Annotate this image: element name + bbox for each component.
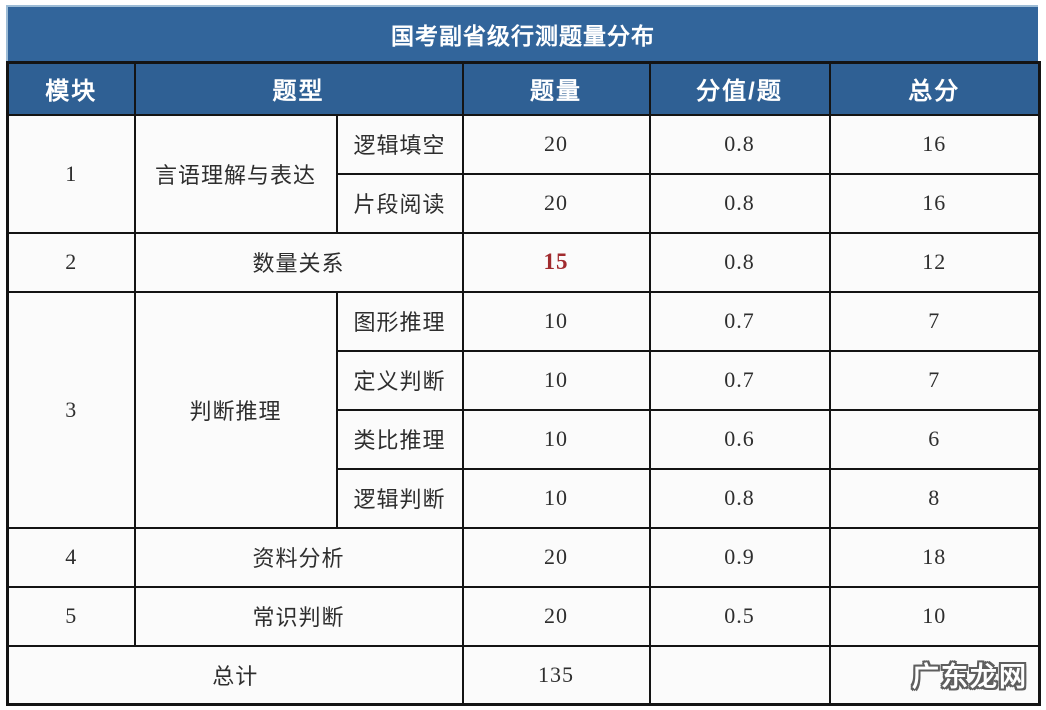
col-header-quantity: 题量 bbox=[461, 61, 651, 116]
cell-module: 4 bbox=[6, 526, 136, 588]
cell-quantity: 10 bbox=[461, 349, 651, 411]
cell-question-type: 常识判断 bbox=[133, 585, 464, 647]
table-row: 2 数量关系 15 0.8 12 bbox=[6, 231, 1041, 293]
col-header-value-per-question: 分值/题 bbox=[648, 61, 831, 116]
col-header-total-score: 总分 bbox=[828, 61, 1041, 116]
cell-value-per-question: 0.9 bbox=[648, 526, 831, 588]
total-row: 总计 135 广东龙网 bbox=[6, 644, 1041, 706]
cell-value-per-question: 0.8 bbox=[648, 113, 831, 175]
cell-total-quantity: 135 bbox=[461, 644, 651, 706]
cell-subtype: 图形推理 bbox=[335, 290, 464, 352]
cell-quantity: 20 bbox=[461, 526, 651, 588]
cell-total-value-per-question bbox=[648, 644, 831, 706]
cell-quantity: 10 bbox=[461, 290, 651, 352]
cell-value-per-question: 0.8 bbox=[648, 231, 831, 293]
cell-total-label: 总计 bbox=[6, 644, 464, 706]
cell-module: 2 bbox=[6, 231, 136, 293]
cell-value-per-question: 0.5 bbox=[648, 585, 831, 647]
table-row: 类比推理 10 0.6 6 bbox=[8, 408, 1041, 470]
cell-question-type: 数量关系 bbox=[133, 231, 464, 293]
cell-total-score-with-watermark: 广东龙网 bbox=[828, 644, 1041, 706]
table-row: 定义判断 10 0.7 7 bbox=[8, 349, 1041, 411]
col-header-module: 模块 bbox=[6, 61, 136, 116]
table-row: 5 常识判断 20 0.5 10 bbox=[6, 585, 1041, 647]
cell-subtype: 片段阅读 bbox=[335, 172, 464, 234]
cell-quantity-highlighted: 15 bbox=[461, 231, 651, 293]
cell-value-per-question: 0.8 bbox=[648, 172, 831, 234]
cell-total-score: 16 bbox=[828, 113, 1041, 175]
cell-subtype: 类比推理 bbox=[335, 408, 464, 470]
cell-total-score: 12 bbox=[828, 231, 1041, 293]
cell-total-score: 8 bbox=[828, 467, 1041, 529]
cell-module: 1 bbox=[6, 113, 136, 234]
table-row: 3 判断推理 图形推理 10 0.7 7 bbox=[6, 290, 1041, 529]
table-row: 1 言语理解与表达 逻辑填空 20 0.8 16 bbox=[6, 113, 1041, 234]
table-row: 逻辑判断 10 0.8 8 bbox=[8, 467, 1041, 529]
cell-question-type: 资料分析 bbox=[133, 526, 464, 588]
cell-total-score: 16 bbox=[828, 172, 1041, 234]
cell-subtype: 逻辑判断 bbox=[335, 467, 464, 529]
watermark: 广东龙网 bbox=[912, 662, 1028, 692]
cell-value-per-question: 0.7 bbox=[648, 290, 831, 352]
cell-module: 5 bbox=[6, 585, 136, 647]
col-header-question-type: 题型 bbox=[133, 61, 464, 116]
cell-question-type: 判断推理 bbox=[133, 290, 338, 529]
table-row: 片段阅读 20 0.8 16 bbox=[8, 172, 1041, 234]
header-row: 模块 题型 题量 分值/题 总分 bbox=[6, 61, 1041, 116]
cell-quantity: 10 bbox=[461, 467, 651, 529]
cell-total-score: 6 bbox=[828, 408, 1041, 470]
cell-value-per-question: 0.8 bbox=[648, 467, 831, 529]
table-title: 国考副省级行测题量分布 bbox=[6, 5, 1038, 61]
table-row: 4 资料分析 20 0.9 18 bbox=[6, 526, 1041, 588]
cell-question-type: 言语理解与表达 bbox=[133, 113, 338, 234]
cell-value-per-question: 0.7 bbox=[648, 349, 831, 411]
cell-module: 3 bbox=[6, 290, 136, 529]
cell-subtype: 逻辑填空 bbox=[335, 113, 464, 175]
cell-quantity: 10 bbox=[461, 408, 651, 470]
cell-subtype: 定义判断 bbox=[335, 349, 464, 411]
cell-quantity: 20 bbox=[461, 585, 651, 647]
cell-total-score: 10 bbox=[828, 585, 1041, 647]
cell-total-score: 7 bbox=[828, 349, 1041, 411]
exam-distribution-table: 模块 题型 题量 分值/题 总分 1 言语理解与表达 逻辑填空 20 0.8 1… bbox=[6, 61, 1041, 706]
cell-total-score: 7 bbox=[828, 290, 1041, 352]
cell-value-per-question: 0.6 bbox=[648, 408, 831, 470]
cell-quantity: 20 bbox=[461, 172, 651, 234]
cell-quantity: 20 bbox=[461, 113, 651, 175]
cell-total-score: 18 bbox=[828, 526, 1041, 588]
